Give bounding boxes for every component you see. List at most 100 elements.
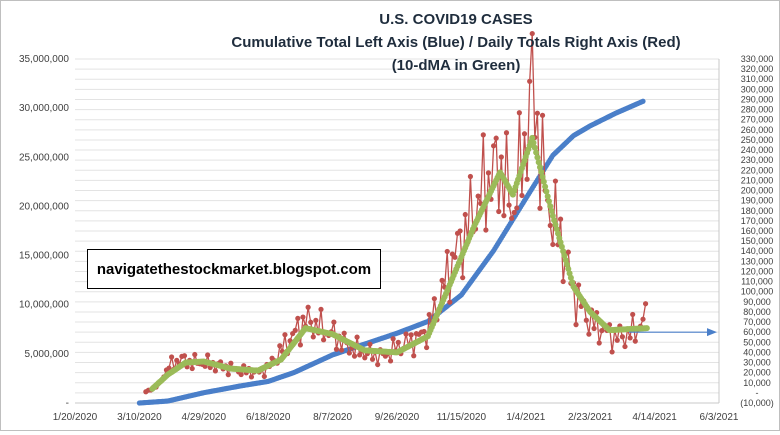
ma-point: [535, 159, 542, 166]
daily-point: [305, 304, 311, 310]
daily-point: [516, 110, 522, 116]
y-left-tick-label: -: [66, 398, 69, 409]
y-right-tick-label: 100,000: [741, 287, 774, 297]
daily-point: [225, 372, 231, 378]
daily-point: [519, 192, 525, 199]
daily-point: [506, 202, 512, 208]
y-right-tick-label: 40,000: [743, 347, 771, 357]
ma-point: [545, 198, 552, 205]
y-right-tick-label: 270,000: [741, 115, 774, 125]
ma-point: [531, 144, 538, 151]
daily-point: [411, 353, 417, 359]
daily-point: [485, 170, 492, 176]
ma-point: [538, 169, 545, 176]
daily-point: [421, 328, 427, 335]
daily-point: [527, 78, 533, 84]
ma-point: [542, 183, 549, 190]
daily-point: [467, 173, 474, 180]
daily-point: [318, 306, 324, 312]
daily-point: [375, 361, 381, 368]
ma-point: [548, 207, 555, 214]
arrow-head: [707, 328, 717, 337]
y-right-tick-label: 200,000: [741, 186, 774, 196]
daily-point: [238, 371, 244, 378]
daily-point: [192, 351, 198, 358]
y-right-tick-label: 160,000: [741, 226, 774, 236]
y-right-tick-label: 60,000: [743, 327, 771, 337]
daily-point: [297, 342, 303, 348]
y-left-tick-label: 35,000,000: [19, 54, 69, 65]
daily-point: [320, 337, 327, 343]
y-right-tick-label: 210,000: [741, 175, 774, 185]
daily-point: [426, 311, 432, 318]
ma-point: [534, 154, 541, 161]
ma-point: [543, 188, 550, 195]
daily-point: [591, 325, 597, 332]
ma-point: [547, 203, 554, 210]
daily-point: [599, 328, 605, 334]
daily-point: [189, 365, 195, 372]
daily-point: [362, 355, 368, 361]
y-right-tick-label: 280,000: [741, 105, 774, 115]
daily-point: [586, 331, 592, 337]
y-right-tick-label: -: [756, 388, 759, 398]
daily-point: [261, 373, 267, 380]
daily-point: [509, 215, 515, 221]
y-right-tick-label: 70,000: [743, 317, 771, 327]
ma-point: [536, 164, 543, 171]
y-right-tick-label: 220,000: [741, 165, 774, 175]
y-right-tick-label: 80,000: [743, 307, 771, 317]
daily-point: [308, 319, 314, 325]
daily-point: [300, 314, 306, 320]
ma-point: [533, 149, 540, 156]
x-tick-label: 1/20/2020: [53, 412, 98, 423]
daily-point: [354, 334, 360, 340]
daily-point: [550, 241, 556, 248]
daily-point: [390, 336, 396, 342]
daily-point: [640, 316, 646, 322]
chart-subtitle-line-1: Cumulative Total Left Axis (Blue) / Dail…: [231, 34, 681, 51]
y-right-tick-label: 90,000: [743, 297, 771, 307]
y-right-tick-label: 170,000: [741, 216, 774, 226]
y-right-tick-label: (10,000): [740, 398, 774, 408]
daily-point: [452, 254, 458, 260]
y-right-tick-label: 150,000: [741, 236, 774, 246]
daily-point: [277, 343, 283, 349]
y-right-tick-label: 300,000: [741, 84, 774, 94]
y-left-tick-label: 15,000,000: [19, 251, 69, 262]
daily-point: [346, 350, 352, 356]
daily-point: [331, 319, 337, 325]
daily-point: [524, 176, 530, 182]
daily-point: [408, 332, 414, 338]
daily-point: [174, 357, 180, 363]
daily-point: [547, 222, 553, 229]
daily-point: [169, 354, 175, 360]
daily-point: [614, 337, 620, 343]
daily-point: [395, 339, 401, 345]
daily-point: [498, 154, 504, 160]
x-tick-label: 1/4/2021: [506, 412, 545, 423]
daily-point: [539, 112, 546, 118]
daily-point: [181, 353, 188, 359]
x-tick-label: 2/23/2021: [568, 412, 613, 423]
y-right-tick-label: 310,000: [741, 74, 774, 84]
daily-point: [444, 248, 450, 255]
daily-point: [310, 334, 316, 340]
y-right-tick-label: 30,000: [743, 358, 771, 368]
daily-point: [403, 331, 409, 337]
daily-point: [583, 317, 589, 323]
x-tick-label: 6/3/2021: [700, 412, 739, 423]
daily-point: [491, 143, 497, 149]
daily-point: [439, 277, 445, 283]
y-right-tick-label: 10,000: [743, 378, 771, 388]
ma-point: [539, 173, 546, 180]
watermark-text: navigatethestockmarket.blogspot.com: [96, 260, 372, 278]
daily-point: [627, 335, 633, 341]
daily-point: [205, 352, 211, 358]
y-right-tick-label: 110,000: [741, 277, 773, 287]
daily-point: [596, 340, 602, 346]
y-left-tick-label: 10,000,000: [19, 300, 69, 311]
daily-point: [457, 228, 463, 234]
